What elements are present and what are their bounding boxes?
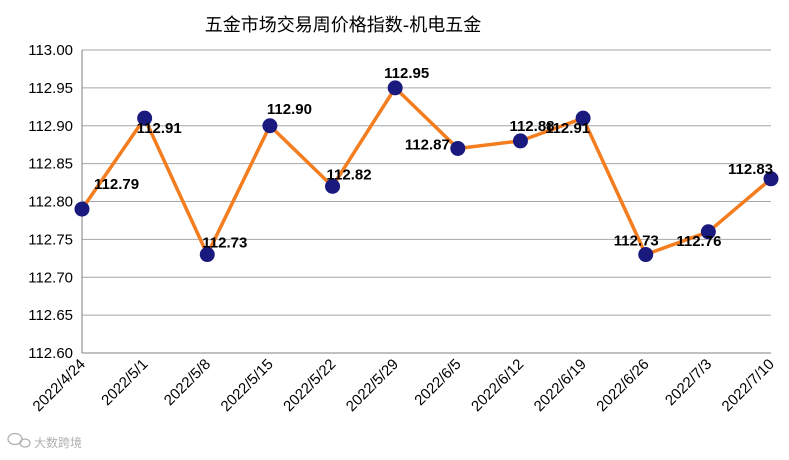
y-tick-label: 112.80 [28, 194, 73, 211]
x-tick-label: 2022/7/3 [662, 356, 715, 409]
watermark-text: 大数跨境 [34, 435, 82, 450]
x-tick-label: 2022/4/24 [30, 356, 89, 415]
y-axis-ticks: 112.60 112.65 112.70 112.75 112.80 112.85 112.… [28, 42, 73, 362]
data-label: 112.82 [327, 166, 372, 183]
x-tick-label: 2022/5/29 [343, 356, 402, 415]
data-point [763, 171, 779, 187]
data-point [638, 247, 654, 263]
watermark: 大数跨境 [7, 432, 82, 450]
data-label: 112.91 [137, 120, 182, 137]
data-points [74, 80, 779, 263]
data-label: 112.76 [676, 233, 721, 250]
axes [81, 50, 771, 354]
data-label: 112.83 [728, 161, 773, 178]
data-label: 112.79 [94, 176, 139, 193]
series-line [80, 86, 773, 257]
x-tick-label: 2022/6/12 [468, 356, 527, 415]
x-axis-ticks: 2022/4/24 2022/5/1 2022/5/8 2022/5/15 2022/5… [30, 356, 778, 415]
data-point [74, 201, 90, 217]
x-tick-label: 2022/6/19 [531, 356, 590, 415]
x-tick-label: 2022/7/10 [719, 356, 778, 415]
y-tick-label: 113.00 [28, 42, 73, 59]
x-tick-label: 2022/6/26 [593, 356, 652, 415]
y-tick-label: 112.90 [28, 118, 73, 135]
grid-lines [82, 49, 771, 354]
y-tick-label: 112.95 [28, 80, 73, 97]
x-tick-label: 2022/6/5 [411, 356, 464, 409]
x-tick-label: 2022/5/15 [218, 356, 277, 415]
data-label: 112.95 [384, 65, 429, 82]
data-label: 112.88 [509, 118, 554, 135]
chart-title: 五金市场交易周价格指数-机电五金 [205, 15, 482, 36]
chat-bubble-icon [7, 432, 31, 448]
data-point [262, 118, 278, 134]
data-label: 112.91 [545, 120, 590, 137]
y-tick-label: 112.85 [28, 156, 73, 173]
data-labels: 112.79 112.91 112.73 112.90 112.82 112.95 112.… [94, 65, 773, 252]
data-label: 112.90 [267, 101, 312, 118]
data-point [700, 224, 716, 240]
data-point [387, 80, 403, 96]
x-tick-label: 2022/5/8 [161, 356, 214, 409]
data-label: 112.87 [405, 136, 450, 153]
y-tick-label: 112.65 [28, 307, 73, 324]
x-tick-label: 2022/5/1 [98, 356, 151, 409]
data-point [325, 178, 341, 194]
y-tick-label: 112.70 [28, 269, 73, 286]
data-point [512, 133, 528, 149]
data-point [575, 110, 591, 126]
data-label: 112.73 [614, 233, 659, 250]
series-line-path [80, 86, 773, 257]
data-point [137, 110, 153, 126]
x-tick-label: 2022/5/22 [280, 356, 339, 415]
data-point [450, 140, 466, 156]
data-label: 112.73 [202, 235, 247, 252]
y-tick-label: 112.75 [28, 231, 73, 248]
data-point [199, 247, 215, 263]
y-tick-label: 112.60 [28, 345, 73, 362]
